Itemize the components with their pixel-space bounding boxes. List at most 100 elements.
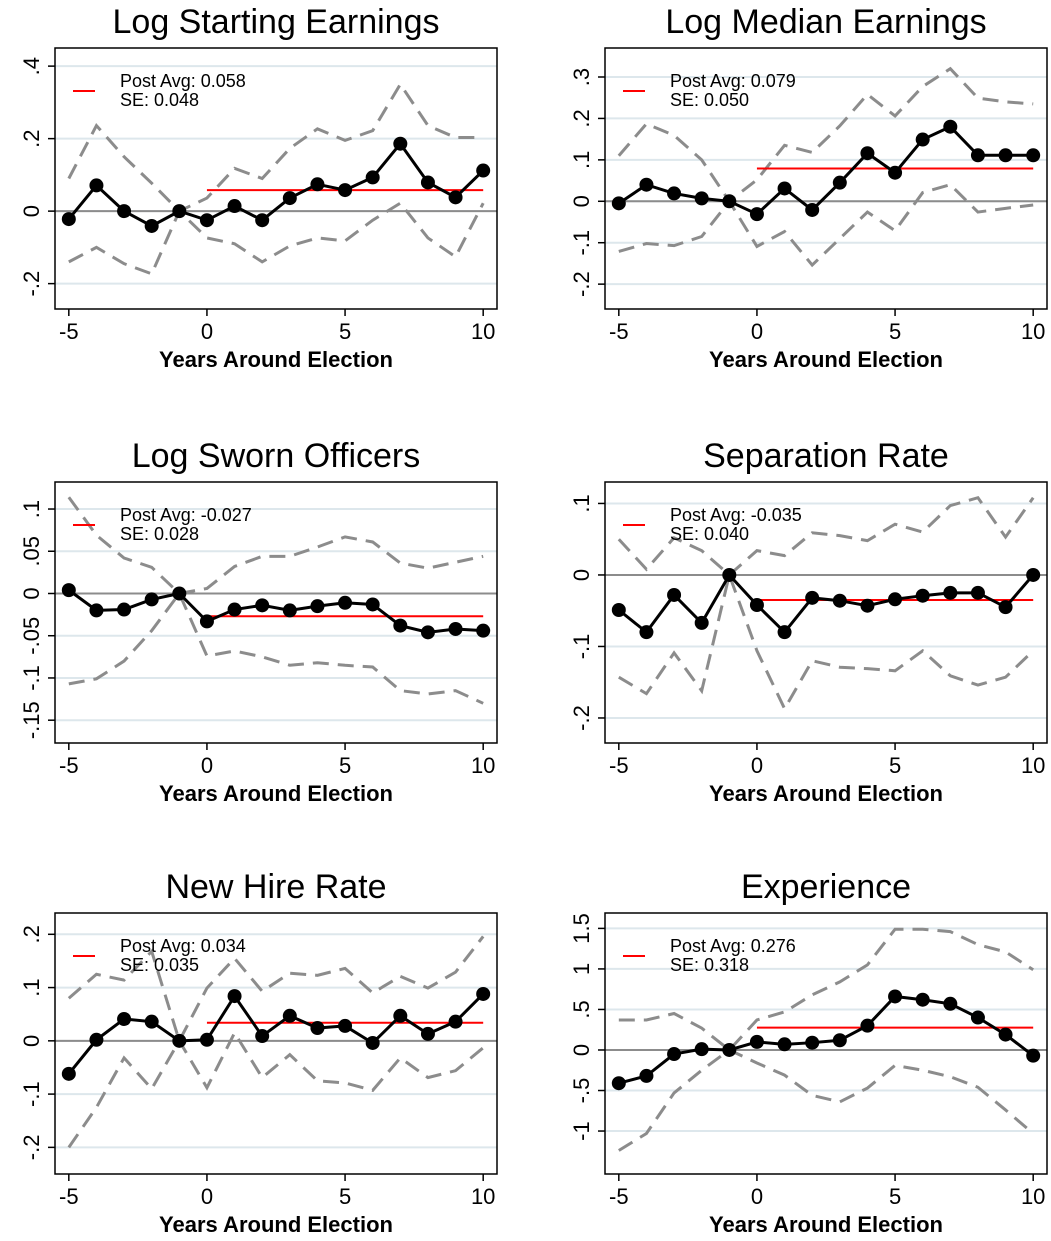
y-tick-label: -1: [569, 1121, 594, 1141]
plot-frame: [604, 912, 1048, 1175]
y-tick-label: .2: [19, 129, 44, 147]
estimate-point: [117, 204, 132, 219]
y-tick-label: .5: [569, 1000, 594, 1018]
estimate-point: [943, 585, 958, 600]
y-tick-label: -.2: [569, 271, 594, 297]
x-tick-label: 5: [889, 319, 901, 344]
y-tick-label: -.05: [19, 617, 44, 655]
estimate-point: [888, 165, 903, 180]
x-tick-label: 10: [471, 753, 495, 778]
estimate-point: [915, 588, 930, 603]
estimate-point: [943, 119, 958, 134]
estimate-point: [639, 177, 654, 192]
x-tick-label: 0: [201, 1184, 213, 1209]
estimate-point: [255, 1029, 270, 1044]
ci-lower: [618, 183, 1034, 268]
estimate-point: [227, 602, 242, 617]
legend-se: SE: 0.048: [120, 90, 199, 110]
legend-label: Post Avg: 0.058: [120, 71, 246, 91]
estimate-point: [89, 603, 104, 618]
ci-upper: [67, 496, 484, 596]
estimate-point: [943, 996, 958, 1011]
x-tick-label: 10: [1021, 1184, 1045, 1209]
estimate-point: [448, 1014, 463, 1029]
estimate-point: [199, 1032, 214, 1047]
ci-lower: [67, 1029, 485, 1149]
y-tick-label: .1: [19, 978, 44, 996]
estimate-point: [144, 1014, 159, 1029]
estimate-point: [227, 199, 242, 214]
estimate-point: [749, 207, 764, 222]
y-tick-label: .05: [19, 536, 44, 567]
y-tick-label: -.15: [19, 701, 44, 739]
legend-se: SE: 0.035: [120, 955, 199, 975]
x-tick-label: 5: [889, 753, 901, 778]
x-tick-label: 5: [339, 319, 351, 344]
legend-se: SE: 0.040: [670, 524, 749, 544]
plot-frame: [54, 481, 498, 744]
estimate-point: [694, 615, 709, 630]
estimate-point: [667, 186, 682, 201]
plot-frame: [604, 481, 1048, 744]
y-tick-label: -.2: [19, 1135, 44, 1161]
x-tick-label: -5: [59, 1184, 79, 1209]
legend-se: SE: 0.028: [120, 524, 199, 544]
x-tick-label: 0: [201, 753, 213, 778]
x-axis-label: Years Around Election: [159, 781, 393, 806]
estimate-point: [227, 989, 242, 1004]
estimate-point: [694, 1042, 709, 1057]
y-tick-label: .2: [569, 109, 594, 127]
estimate-point: [667, 587, 682, 602]
x-tick-label: -5: [609, 1184, 629, 1209]
estimate-point: [1026, 148, 1041, 163]
x-tick-label: 0: [751, 1184, 763, 1209]
estimate-point: [722, 567, 737, 582]
estimate-point: [832, 1033, 847, 1048]
estimate-point: [805, 1035, 820, 1050]
estimate-point: [611, 196, 626, 211]
ci-lower: [68, 590, 484, 705]
estimate-point: [1026, 567, 1041, 582]
estimate-point: [172, 1033, 187, 1048]
estimate-point: [172, 204, 187, 219]
y-tick-label: .1: [569, 151, 594, 169]
legend-label: Post Avg: 0.079: [670, 71, 796, 91]
y-tick-label: -.2: [569, 705, 594, 731]
estimate-point: [639, 625, 654, 640]
estimate-line: [67, 141, 485, 228]
estimate-point: [611, 1076, 626, 1091]
estimate-point: [89, 1032, 104, 1047]
ci-upper: [67, 935, 485, 1045]
estimate-point: [448, 190, 463, 205]
y-tick-label: .4: [19, 57, 44, 75]
y-tick-label: .3: [569, 68, 594, 86]
estimate-point: [667, 1047, 682, 1062]
plot-frame: [54, 47, 498, 310]
estimate-point: [722, 1042, 737, 1057]
y-tick-label: 0: [19, 205, 44, 217]
x-axis-label: Years Around Election: [159, 347, 393, 372]
estimate-point: [338, 595, 353, 610]
estimate-point: [255, 213, 270, 228]
x-tick-label: 0: [751, 319, 763, 344]
estimate-point: [255, 598, 270, 613]
estimate-point: [420, 625, 435, 640]
x-tick-label: 10: [471, 319, 495, 344]
estimate-point: [777, 625, 792, 640]
estimate-point: [310, 1021, 325, 1036]
legend-label: Post Avg: -0.027: [120, 505, 252, 525]
estimate-point: [476, 623, 491, 638]
y-tick-label: -.1: [569, 230, 594, 256]
ci-lower: [618, 1048, 1035, 1152]
estimate-line: [67, 588, 484, 634]
legend-label: Post Avg: 0.276: [670, 936, 796, 956]
y-tick-label: .2: [19, 925, 44, 943]
x-tick-label: 5: [339, 1184, 351, 1209]
ci-lower: [618, 569, 1035, 712]
estimate-point: [860, 598, 875, 613]
estimate-point: [199, 614, 214, 629]
x-axis-label: Years Around Election: [709, 347, 943, 372]
estimate-line: [618, 994, 1035, 1085]
x-tick-label: -5: [609, 753, 629, 778]
chart-title: Experience: [741, 868, 911, 906]
